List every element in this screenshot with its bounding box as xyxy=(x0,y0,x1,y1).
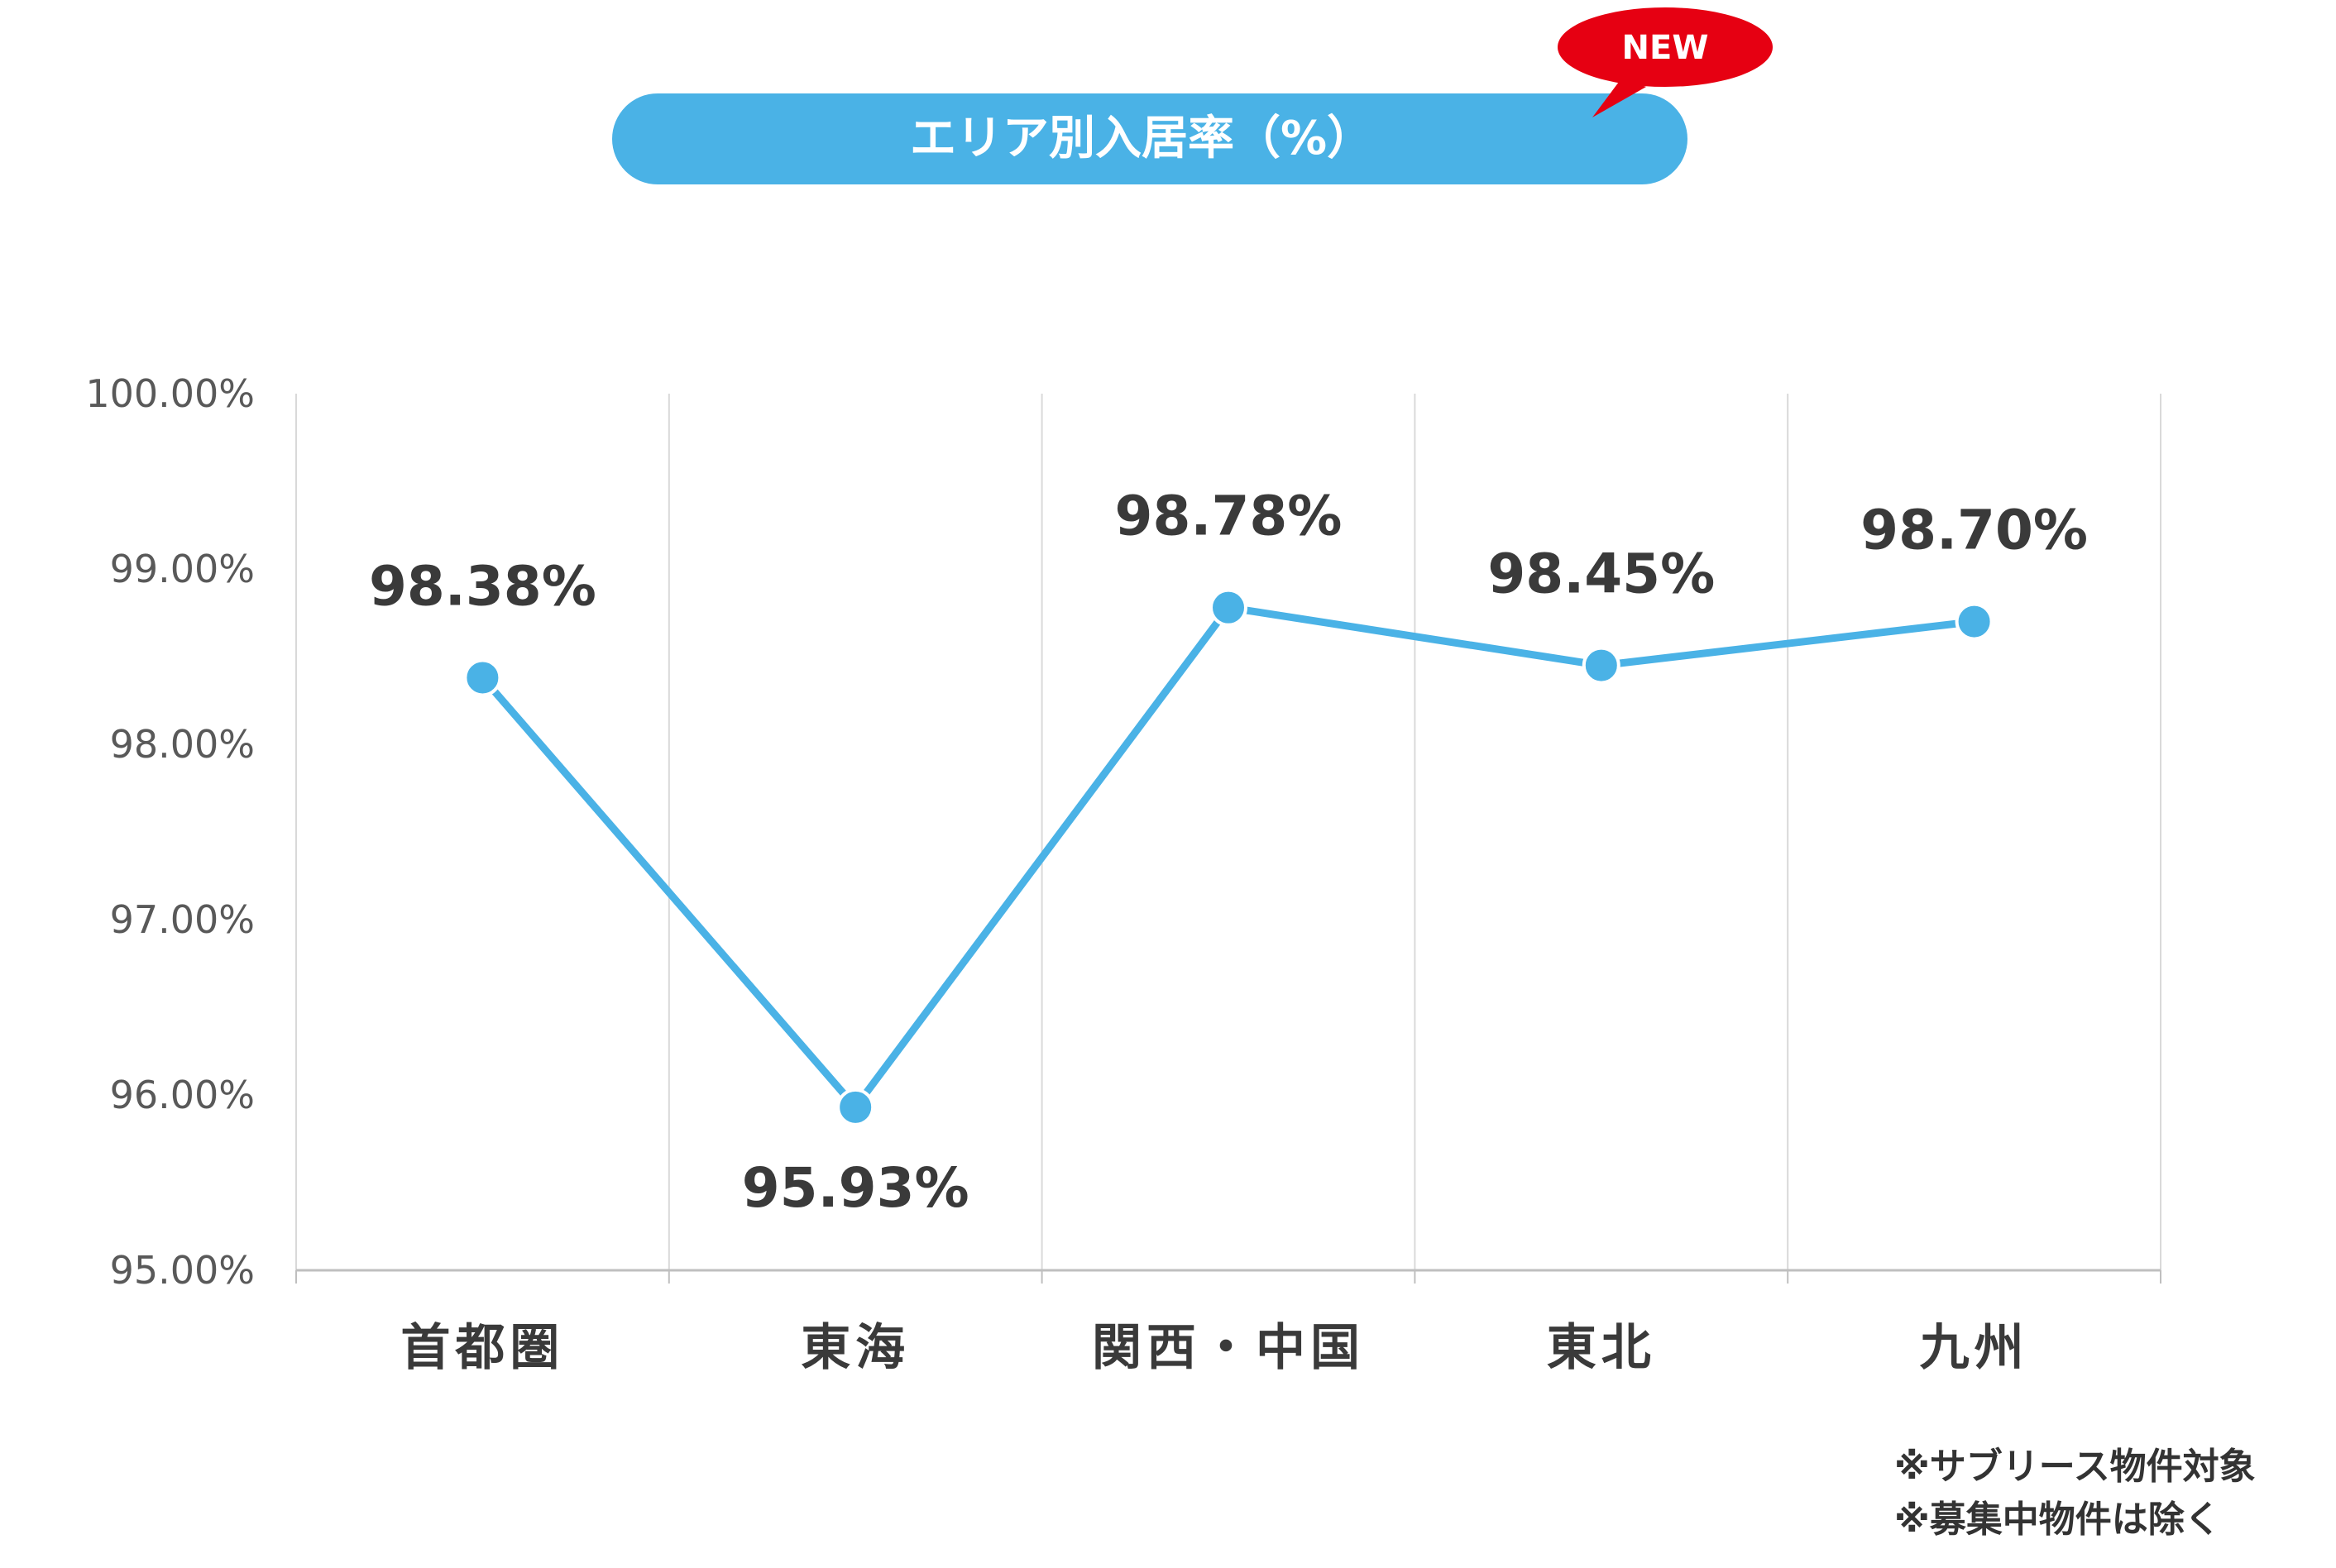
grid xyxy=(295,394,2161,1270)
y-tick-label: 95.00% xyxy=(110,1248,255,1293)
data-label: 98.38% xyxy=(369,554,596,618)
new-badge-bubble xyxy=(1558,7,1773,87)
data-point xyxy=(1582,646,1620,685)
footnotes: ※サブリース物件対象 ※募集中物件は除く xyxy=(1894,1446,2256,1541)
data-point xyxy=(463,658,502,697)
x-tick-label: 関西・中国 xyxy=(1092,1319,1365,1377)
data-point xyxy=(1955,602,1994,641)
x-tick-label: 九州 xyxy=(1920,1319,2029,1377)
footnote-1: ※サブリース物件対象 xyxy=(1894,1446,2256,1488)
data-label: 98.45% xyxy=(1487,543,1715,606)
x-tick-label: 東北 xyxy=(1547,1319,1656,1377)
series-polyline xyxy=(480,604,1975,1111)
y-tick-label: 97.00% xyxy=(110,897,255,942)
data-label: 98.70% xyxy=(1860,499,2088,562)
series-line xyxy=(463,588,1994,1126)
data-point xyxy=(1209,588,1247,627)
x-tick-label: 首都圏 xyxy=(400,1319,564,1377)
title-banner-background xyxy=(612,93,1687,184)
title-banner: エリア別入居率（%） xyxy=(612,93,1687,184)
axes: 95.00% 96.00% 97.00% 98.00% 99.00% 100.00% 首都圏… xyxy=(85,371,2161,1377)
y-tick-label: 99.00% xyxy=(110,547,255,591)
footnote-2: ※募集中物件は除く xyxy=(1894,1499,2221,1541)
chart-title: エリア別入居率（%） xyxy=(910,112,1373,165)
x-tick-label: 東海 xyxy=(801,1319,910,1377)
new-badge-label: NEW xyxy=(1622,29,1709,67)
new-badge: NEW xyxy=(1558,7,1773,117)
y-tick-label: 96.00% xyxy=(110,1073,255,1117)
data-label: 98.78% xyxy=(1115,485,1343,548)
y-tick-label: 100.00% xyxy=(85,371,255,416)
y-tick-label: 98.00% xyxy=(110,722,255,767)
data-point xyxy=(836,1088,875,1126)
data-labels: 98.38% 95.93% 98.78% 98.45% 98.70% xyxy=(369,485,2088,1220)
new-badge-tail xyxy=(1592,79,1646,117)
data-label: 95.93% xyxy=(742,1156,969,1220)
